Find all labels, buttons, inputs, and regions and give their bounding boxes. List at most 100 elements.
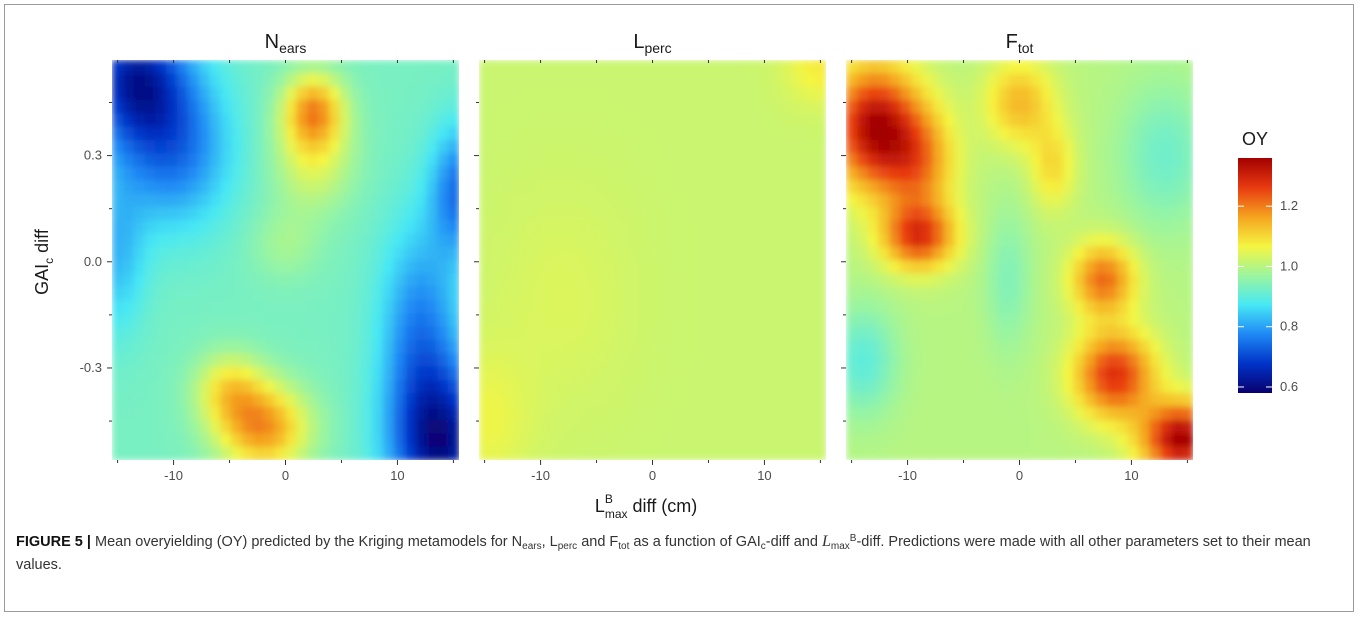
heatmap-cell: [1117, 153, 1129, 168]
heatmap-cell: [479, 300, 491, 314]
heatmap-cell: [921, 246, 934, 261]
heatmap-cell: [932, 140, 945, 154]
heatmap-cell: [954, 166, 966, 181]
heatmap-cell: [383, 326, 395, 341]
heatmap-cell: [285, 73, 297, 88]
heatmap-cell: [911, 193, 923, 208]
heatmap-cell: [220, 273, 232, 288]
heatmap-cell: [739, 180, 751, 194]
heatmap-cell: [630, 353, 643, 368]
heatmap-cell: [544, 233, 556, 248]
heatmap-cell: [706, 233, 719, 248]
heatmap-cell: [685, 433, 697, 448]
heatmap-cell: [630, 60, 643, 74]
heatmap-cell: [1030, 206, 1042, 221]
heatmap-cell: [1149, 246, 1162, 261]
heatmap-cell: [437, 326, 449, 341]
heatmap-cell: [479, 180, 491, 194]
heatmap-cell: [522, 300, 534, 314]
heatmap-cell: [1073, 340, 1086, 354]
heatmap-cell: [307, 246, 319, 261]
heatmap-cell: [415, 113, 428, 128]
heatmap-cell: [1127, 406, 1140, 421]
heatmap-cell: [1160, 273, 1172, 288]
heatmap-cell: [1052, 193, 1064, 208]
heatmap-cell: [404, 420, 417, 434]
heatmap-cell: [685, 60, 697, 74]
panel-1: [112, 60, 459, 460]
heatmap-cell: [361, 100, 373, 114]
heatmap-cell: [921, 220, 934, 234]
heatmap-cell: [533, 193, 545, 208]
heatmap-cell: [489, 86, 502, 101]
heatmap-cell: [133, 273, 146, 288]
heatmap-cell: [489, 126, 502, 141]
heatmap-cell: [328, 113, 341, 128]
heatmap-cell: [976, 433, 988, 448]
heatmap-cell: [663, 206, 675, 221]
heatmap-cell: [522, 113, 534, 128]
heatmap-cell: [846, 140, 858, 154]
heatmap-cell: [587, 180, 599, 194]
heatmap-cell: [965, 140, 977, 154]
heatmap-cell: [437, 286, 449, 301]
heatmap-cell: [815, 100, 826, 114]
heatmap-cell: [437, 233, 449, 248]
heatmap-cell: [112, 340, 124, 354]
heatmap-cell: [1182, 340, 1193, 354]
heatmap-cell: [307, 193, 319, 208]
heatmap-cell: [815, 60, 826, 74]
heatmap-cell: [1160, 113, 1172, 128]
heatmap-cell: [274, 380, 287, 394]
heatmap-cell: [1160, 326, 1172, 341]
heatmap-cell: [318, 340, 330, 354]
heatmap-cell: [1019, 300, 1031, 314]
heatmap-cell: [674, 313, 686, 328]
heatmap-cell: [652, 446, 664, 460]
heatmap-cell: [307, 166, 319, 181]
heatmap-cell: [609, 273, 621, 288]
heatmap-cell: [619, 180, 632, 194]
heatmap-cell: [750, 166, 762, 181]
heatmap-cell: [339, 393, 352, 408]
heatmap-cell: [328, 393, 341, 408]
heatmap-cell: [383, 313, 395, 328]
heatmap-cell: [533, 60, 545, 74]
heatmap-cell: [187, 300, 200, 314]
heatmap-cell: [166, 340, 178, 354]
panel-2: [479, 60, 826, 460]
heatmap-cell: [576, 300, 589, 314]
heatmap-cell: [328, 180, 341, 194]
heatmap-cell: [846, 353, 858, 368]
heatmap-cell: [717, 380, 729, 394]
heatmap-cell: [404, 113, 417, 128]
heatmap-cell: [1106, 340, 1118, 354]
heatmap-cell: [383, 100, 395, 114]
heatmap-cell: [448, 220, 459, 234]
heatmap-cell: [954, 100, 966, 114]
heatmap-cell: [252, 313, 265, 328]
heatmap-cell: [448, 246, 459, 261]
heatmap-cell: [1127, 193, 1140, 208]
heatmap-cell: [878, 340, 890, 354]
heatmap-cell: [187, 100, 200, 114]
heatmap-cell: [1106, 446, 1118, 460]
heatmap-cell: [350, 60, 362, 74]
heatmap-cell: [274, 246, 287, 261]
heatmap-cell: [307, 420, 319, 434]
heatmap-cell: [1019, 340, 1031, 354]
heatmap-cell: [652, 273, 664, 288]
heatmap-cell: [1008, 273, 1021, 288]
legend-tick-label: 1.0: [1280, 258, 1298, 273]
heatmap-cell: [609, 126, 621, 141]
heatmap-cell: [965, 366, 977, 381]
heatmap-cell: [695, 380, 708, 394]
heatmap-cell: [867, 206, 880, 221]
heatmap-surface: [846, 60, 1193, 460]
heatmap-cell: [954, 286, 966, 301]
heatmap-cell: [750, 220, 762, 234]
heatmap-cell: [804, 113, 816, 128]
heatmap-cell: [576, 246, 589, 261]
heatmap-cell: [1117, 353, 1129, 368]
heatmap-cell: [177, 406, 189, 421]
